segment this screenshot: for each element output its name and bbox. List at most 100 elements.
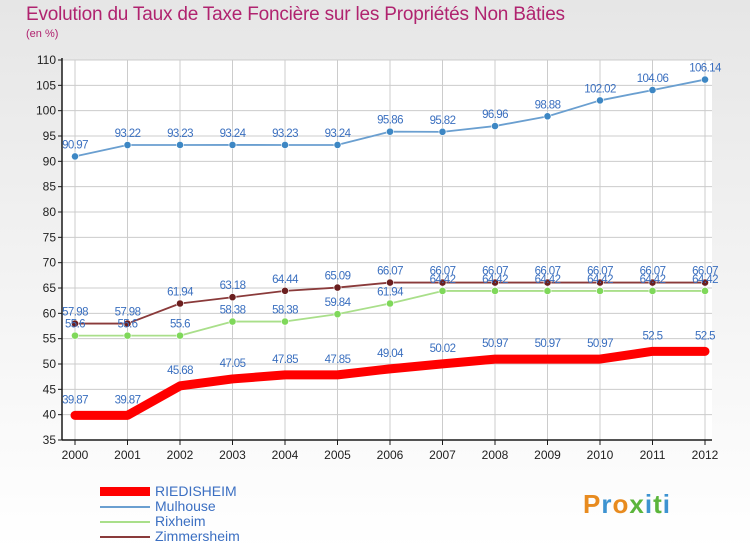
legend-swatch-riedisheim: [100, 487, 150, 496]
x-tick-label: 2003: [219, 448, 246, 462]
data-label-rixheim: 64.42: [482, 274, 508, 286]
data-label-zimmersheim: 66.07: [430, 266, 456, 278]
data-point-rixheim: [648, 287, 657, 295]
data-point-rixheim: [71, 331, 79, 340]
data-label-zimmersheim: 57.98: [62, 307, 88, 319]
y-tick-label: 40: [43, 408, 57, 422]
data-point-rixheim: [491, 287, 499, 295]
data-point-zimmersheim: [123, 319, 132, 328]
data-label-riedisheim: 39.87: [62, 394, 88, 406]
data-label-zimmersheim: 66.07: [535, 266, 561, 278]
data-point-zimmersheim: [648, 278, 657, 287]
data-label-riedisheim: 47.85: [325, 354, 351, 366]
logo-letter: r: [601, 489, 613, 519]
y-tick-label: 50: [43, 357, 57, 371]
data-point-mulhouse: [543, 112, 552, 121]
data-point-rixheim: [438, 287, 447, 295]
data-label-rixheim: 55.6: [170, 319, 190, 331]
data-label-zimmersheim: 66.07: [482, 266, 508, 278]
x-tick-label: 2002: [167, 448, 194, 462]
logo-letter: x: [629, 489, 645, 519]
data-label-zimmersheim: 63.18: [220, 280, 246, 292]
data-point-mulhouse: [596, 96, 604, 105]
data-label-riedisheim: 45.68: [167, 365, 193, 377]
data-label-riedisheim: 52.5: [695, 330, 715, 342]
data-label-mulhouse: 93.22: [115, 128, 141, 140]
unit-label: (en %): [26, 28, 59, 40]
x-tick-label: 2001: [114, 448, 141, 462]
data-point-mulhouse: [438, 127, 447, 136]
legend-swatch-rixheim: [100, 521, 150, 523]
data-label-rixheim: 64.42: [535, 274, 561, 286]
data-point-zimmersheim: [176, 299, 184, 308]
data-point-mulhouse: [228, 141, 237, 149]
data-label-rixheim: 64.42: [587, 274, 613, 286]
data-label-rixheim: 61.94: [377, 287, 404, 299]
y-tick-label: 35: [43, 433, 57, 447]
data-label-mulhouse: 106.14: [689, 63, 722, 75]
data-point-zimmersheim: [386, 278, 394, 287]
legend-swatch-zimmersheim: [100, 536, 150, 538]
data-point-rixheim: [701, 287, 709, 295]
legend-label-riedisheim: RIEDISHEIM: [155, 483, 237, 499]
data-label-mulhouse: 104.06: [637, 73, 669, 85]
x-tick-label: 2000: [62, 448, 89, 462]
data-point-mulhouse: [701, 75, 709, 84]
data-point-mulhouse: [648, 86, 657, 94]
logo-letter: P: [583, 489, 602, 519]
data-label-mulhouse: 102.02: [584, 83, 616, 95]
data-label-rixheim: 64.42: [692, 274, 718, 286]
y-tick-label: 100: [36, 104, 56, 118]
data-point-mulhouse: [71, 152, 79, 161]
data-point-rixheim: [228, 317, 237, 326]
y-tick-label: 55: [43, 332, 57, 346]
data-point-rixheim: [596, 287, 604, 295]
data-point-zimmersheim: [701, 278, 709, 287]
data-point-mulhouse: [333, 141, 342, 149]
y-tick-label: 95: [43, 129, 57, 143]
data-label-zimmersheim: 64.44: [272, 274, 299, 286]
data-point-mulhouse: [176, 141, 184, 149]
data-label-zimmersheim: 66.07: [692, 266, 718, 278]
data-point-zimmersheim: [596, 278, 604, 287]
data-label-riedisheim: 50.02: [430, 343, 456, 355]
data-point-mulhouse: [491, 122, 499, 130]
data-label-zimmersheim: 61.94: [167, 287, 194, 299]
data-label-riedisheim: 49.04: [377, 348, 404, 360]
data-label-riedisheim: 50.97: [482, 338, 508, 350]
data-label-zimmersheim: 66.07: [377, 266, 403, 278]
x-tick-label: 2008: [482, 448, 509, 462]
data-label-zimmersheim: 57.98: [115, 307, 141, 319]
data-point-rixheim: [281, 317, 289, 326]
data-point-rixheim: [386, 299, 394, 308]
legend-label-mulhouse: Mulhouse: [155, 498, 216, 514]
data-point-zimmersheim: [438, 278, 447, 287]
x-tick-label: 2007: [429, 448, 456, 462]
data-point-zimmersheim: [281, 286, 289, 295]
y-tick-label: 110: [37, 53, 56, 67]
data-label-rixheim: 64.42: [430, 274, 456, 286]
x-tick-label: 2005: [324, 448, 351, 462]
data-point-mulhouse: [386, 127, 394, 136]
x-tick-label: 2010: [587, 448, 614, 462]
data-label-mulhouse: 90.97: [62, 139, 88, 151]
data-label-zimmersheim: 65.09: [325, 271, 351, 283]
logo-letter: i: [644, 489, 654, 519]
data-label-riedisheim: 50.97: [535, 338, 561, 350]
data-point-rixheim: [333, 310, 342, 319]
proxiti-logo: Proxiti: [583, 489, 671, 520]
y-tick-label: 90: [43, 154, 57, 168]
data-label-mulhouse: 95.86: [377, 115, 403, 127]
data-label-zimmersheim: 66.07: [587, 266, 613, 278]
legend-label-zimmersheim: Zimmersheim: [155, 528, 240, 544]
data-point-mulhouse: [123, 141, 132, 149]
chart-title: Evolution du Taux de Taxe Foncière sur l…: [26, 4, 565, 25]
data-point-zimmersheim: [228, 293, 237, 302]
x-tick-label: 2004: [272, 448, 299, 462]
data-label-mulhouse: 93.24: [325, 128, 352, 140]
y-tick-label: 75: [43, 230, 57, 244]
data-point-mulhouse: [281, 141, 289, 149]
data-label-mulhouse: 98.88: [535, 99, 561, 111]
x-tick-label: 2006: [377, 448, 404, 462]
data-label-riedisheim: 50.97: [587, 338, 613, 350]
